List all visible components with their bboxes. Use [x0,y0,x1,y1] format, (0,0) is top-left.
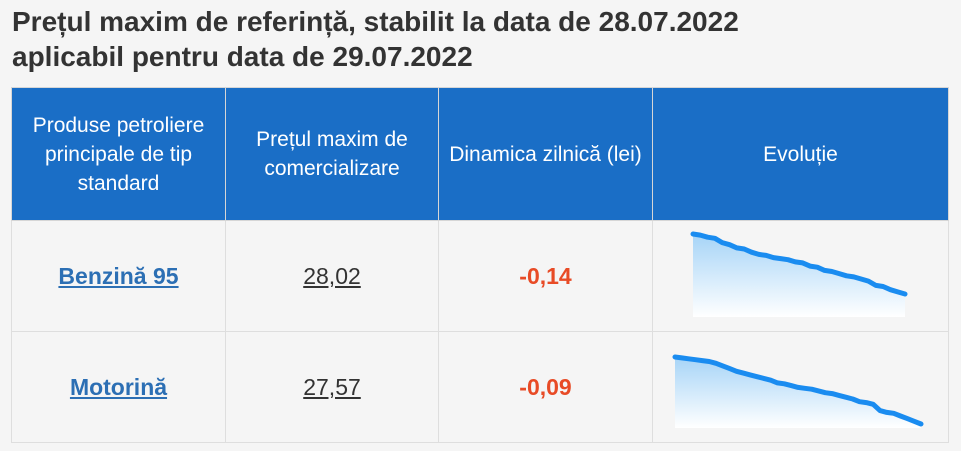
table-row: Benzină 95 28,02 -0,14 [11,220,949,332]
price-table: Produse petroliere principale de tip sta… [11,87,949,443]
evolution-cell [652,220,949,332]
daily-change-motorina: -0,09 [519,373,572,400]
column-header-products: Produse petroliere principale de tip sta… [11,87,226,221]
product-link-benzina-95[interactable]: Benzină 95 [58,262,179,289]
price-cell: 27,57 [225,331,439,443]
sparkline-area [693,234,905,317]
product-cell: Motorină [11,331,226,443]
sparkline-motorina [672,354,924,428]
change-cell: -0,14 [438,220,653,332]
evolution-cell [652,331,949,443]
product-link-motorina[interactable]: Motorină [69,373,168,400]
page-title-line2: aplicabil pentru data de 29.07.2022 [12,41,473,72]
price-link-motorina[interactable]: 27,57 [303,373,361,400]
table-row: Motorină 27,57 -0,09 [11,331,949,443]
daily-change-benzina-95: -0,14 [519,262,572,289]
sparkline-line [672,354,924,427]
column-header-evolution: Evoluție [652,87,949,221]
sparkline-line [690,231,908,297]
column-header-max-price: Prețul maxim de comercializare [225,87,439,221]
page-title-line1: Prețul maxim de referință, stabilit la d… [12,6,739,37]
price-cell: 28,02 [225,220,439,332]
price-link-benzina-95[interactable]: 28,02 [303,262,361,289]
page-title: Prețul maxim de referință, stabilit la d… [12,4,952,74]
table-header-row: Produse petroliere principale de tip sta… [11,87,949,221]
change-cell: -0,09 [438,331,653,443]
sparkline-area [675,357,921,428]
sparkline-benzina-95 [690,231,908,317]
column-header-daily-change: Dinamica zilnică (lei) [438,87,653,221]
product-cell: Benzină 95 [11,220,226,332]
